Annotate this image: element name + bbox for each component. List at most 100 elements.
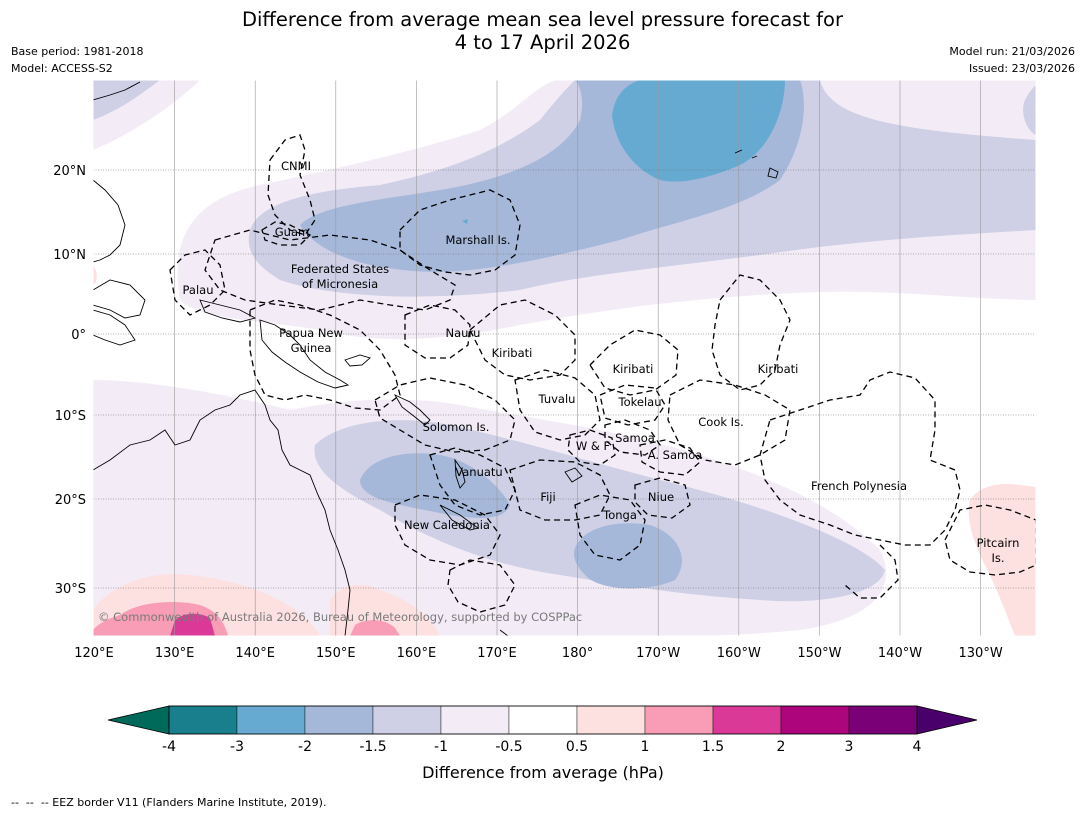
colorbar-tick-label: 4 — [913, 739, 922, 755]
label-kiribati-e: Kiribati — [758, 362, 799, 376]
colorbar-segment — [508, 705, 578, 735]
model-name: Model: ACCESS-S2 — [11, 62, 113, 75]
lat-tick-label: 20°N — [53, 164, 86, 179]
eez-pitcairn — [944, 504, 1036, 576]
anomaly-band-mid-blue — [612, 80, 785, 182]
label-cook: Cook Is. — [698, 415, 743, 429]
eez-newcal — [394, 494, 501, 566]
label-niue: Niue — [648, 490, 674, 504]
eez-kiribati-e — [711, 274, 791, 391]
label-guam: Guam — [275, 225, 309, 239]
label-cnmi: CNMI — [281, 159, 311, 173]
meta-right: Model run: 21/03/2026 Issued: 23/03/2026 — [949, 43, 1075, 77]
label-pitcairn-1: Pitcairn — [977, 536, 1020, 550]
colorbar-segment — [168, 705, 238, 735]
png-coast — [259, 319, 350, 389]
lon-tick-label: 150°E — [316, 646, 356, 661]
colorbar-segment — [848, 705, 918, 735]
colorbar-tick-label: 2 — [777, 739, 786, 755]
label-nauru: Nauru — [446, 326, 481, 340]
solomon-islands — [393, 393, 431, 426]
lat-tick-label: 0° — [71, 328, 86, 343]
colorbar-segment — [304, 705, 374, 735]
anomaly-band-pink-light-aus — [330, 584, 440, 636]
anomaly-band-pink-light-w — [93, 265, 97, 285]
new-guinea-west — [199, 299, 257, 323]
label-newcal: New Caledonia — [404, 518, 490, 532]
lat-tick-label: 10°S — [55, 409, 86, 424]
label-solomon: Solomon Is. — [423, 420, 490, 434]
lon-tick-label: 130°W — [959, 646, 1003, 661]
label-samoa: Samoa — [615, 431, 655, 445]
lon-tick-label: 120°E — [74, 646, 114, 661]
coastlines — [93, 81, 779, 636]
label-palau: Palau — [183, 283, 214, 297]
nz-north — [499, 629, 509, 636]
label-fsm-1: Federated States — [291, 262, 389, 276]
fiji-islands — [564, 467, 583, 483]
eez-vanuatu — [429, 447, 516, 516]
eez-tonga — [574, 494, 646, 561]
eez-png — [249, 299, 401, 411]
philippines-coast — [93, 179, 126, 263]
lat-tick-label: 30°S — [55, 582, 86, 597]
label-tuvalu: Tuvalu — [538, 392, 576, 406]
latitude-labels: 20°N 10°N 0° 10°S 20°S 30°S — [53, 164, 86, 597]
lon-tick-label: 160°W — [717, 646, 761, 661]
eez-legend: -- -- -- EEZ border V11 (Flanders Marine… — [11, 796, 327, 809]
eez-fsm — [204, 229, 456, 311]
colorbar-tick-label: -0.5 — [495, 739, 522, 755]
title-line-1: Difference from average mean sea level p… — [242, 8, 843, 31]
map-frame — [92, 79, 1037, 637]
label-wf: W & F — [576, 439, 610, 453]
anomaly-band-dot — [462, 219, 468, 224]
lon-tick-label: 170°W — [636, 646, 680, 661]
indonesia-coast — [93, 309, 136, 346]
colorbar-tick-label: -3 — [230, 739, 244, 755]
label-tokelau: Tokelau — [618, 395, 662, 409]
vanuatu-islands — [454, 458, 466, 489]
colorbar-over-arrow — [916, 705, 978, 735]
borneo-coast — [93, 279, 146, 319]
label-frpoly: French Polynesia — [811, 479, 907, 493]
colorbar-tick-label: 0.5 — [566, 739, 588, 755]
label-pitcairn-2: Is. — [991, 551, 1004, 565]
colorbar-segment — [440, 705, 510, 735]
eez-kiribati-w — [469, 299, 576, 381]
eez-tuvalu — [514, 369, 601, 441]
eez-nauru — [404, 304, 471, 359]
graticule — [93, 80, 1036, 636]
eez-guam — [261, 221, 312, 246]
lon-tick-label: 150°W — [797, 646, 841, 661]
eez-niue — [634, 477, 691, 519]
eez-asamoa — [639, 439, 701, 476]
label-marshall: Marshall Is. — [445, 233, 510, 247]
eez-samoa — [604, 419, 661, 456]
colorbar-label: Difference from average (hPa) — [422, 763, 664, 782]
anomaly-band-magenta-sw — [170, 613, 215, 636]
eez-solomon — [374, 377, 516, 453]
colorbar-segment — [372, 705, 442, 735]
eez-tokelau — [599, 384, 666, 426]
eez-kiribati-c — [589, 329, 679, 396]
eez-east-ext — [844, 544, 899, 599]
colorbar-outline — [168, 705, 918, 735]
colorbar-tick-label: -2 — [298, 739, 312, 755]
map-title: Difference from average mean sea level p… — [0, 8, 1085, 54]
colorbar-segment — [780, 705, 850, 735]
model-run: Model run: 21/03/2026 — [949, 45, 1075, 58]
meta-left: Base period: 1981-2018 Model: ACCESS-S2 — [11, 43, 143, 77]
anomaly-band-blue-sw — [573, 523, 682, 589]
new-caledonia-island — [439, 504, 480, 531]
anomaly-band-lavender-corner — [93, 80, 160, 120]
colorbar-tick-label: 1 — [641, 739, 650, 755]
colorbar-tick-label: -4 — [162, 739, 176, 755]
label-kiribati-c: Kiribati — [613, 362, 654, 376]
new-britain — [344, 354, 371, 367]
copyright-credit: © Commonwealth of Australia 2026, Bureau… — [98, 610, 582, 624]
label-png-1: Papua New — [279, 326, 343, 340]
lon-tick-label: 170°E — [477, 646, 517, 661]
longitude-labels: 120°E 130°E 140°E 150°E 160°E 170°E 180° 170°W 1… — [74, 646, 1003, 661]
issued-date: Issued: 23/03/2026 — [968, 62, 1075, 75]
